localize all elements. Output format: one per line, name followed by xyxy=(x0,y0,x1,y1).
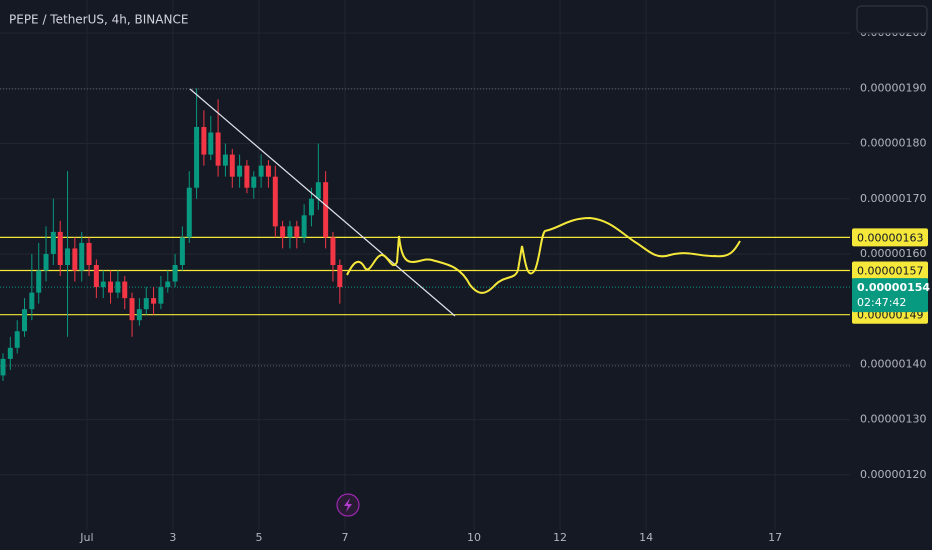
candle-body xyxy=(165,281,171,288)
grid xyxy=(0,0,850,530)
candle-body xyxy=(43,253,49,271)
candle-body xyxy=(22,309,28,332)
y-tick-label: 0.00000120 xyxy=(860,468,926,481)
candle-body xyxy=(244,165,250,188)
axis-labels: 0.00000120 0.00000130 0.00000140 0.00000160… xyxy=(79,26,930,544)
candle-body xyxy=(294,226,300,238)
candle-body xyxy=(323,182,329,238)
candle-body xyxy=(258,165,264,177)
candle-body xyxy=(72,248,78,271)
candle-body xyxy=(100,281,106,288)
chart-title: PEPE / TetherUS, 4h, BINANCE xyxy=(9,13,188,27)
candle-body xyxy=(136,309,142,321)
candle-body xyxy=(36,270,42,293)
candle-body xyxy=(229,154,235,177)
candle-body xyxy=(194,126,200,188)
candle-body xyxy=(287,226,293,238)
candle-body xyxy=(201,126,207,155)
candle-body xyxy=(222,154,228,166)
candles xyxy=(0,88,343,381)
candle-body xyxy=(29,292,35,310)
candle-body xyxy=(57,231,63,265)
candle-body xyxy=(208,132,214,155)
candle-body xyxy=(108,281,114,293)
level-label-box xyxy=(852,261,928,280)
y-tick-label: 0.00000130 xyxy=(860,413,926,426)
time-axis xyxy=(0,530,850,550)
last-price-box xyxy=(852,278,928,313)
candle-body xyxy=(301,215,307,238)
candle-body xyxy=(158,287,164,304)
x-tick-label: Jul xyxy=(79,531,93,544)
candle-body xyxy=(237,165,243,177)
candle-body xyxy=(50,231,56,254)
y-tick-label: 0.00000170 xyxy=(860,192,926,205)
trend-line xyxy=(189,88,456,317)
candle-body xyxy=(93,265,99,288)
candle-body xyxy=(308,198,314,216)
candle-body xyxy=(129,298,135,321)
x-tick-label: 3 xyxy=(169,531,176,544)
y-tick-label: 0.00000140 xyxy=(860,357,926,370)
candle-body xyxy=(179,237,185,265)
x-tick-label: 12 xyxy=(553,531,567,544)
candle-body xyxy=(115,281,121,293)
candle-body xyxy=(86,242,92,265)
candle-body xyxy=(7,347,13,359)
candle-body xyxy=(0,358,6,376)
y-tick-label: 0.00000180 xyxy=(860,137,926,150)
x-tick-label: 14 xyxy=(639,531,653,544)
candle-body xyxy=(215,132,221,166)
candle-body xyxy=(272,176,278,227)
candle-body xyxy=(65,248,71,265)
projection-drawing xyxy=(346,216,741,294)
candle-body xyxy=(337,265,343,288)
x-tick-label: 7 xyxy=(341,531,348,544)
candle-body xyxy=(280,226,286,238)
candle-body xyxy=(172,265,178,282)
candle-body xyxy=(122,281,128,299)
y-tick-label: 0.00000190 xyxy=(860,81,926,94)
candle-body xyxy=(251,176,257,188)
candle-body xyxy=(143,298,149,310)
candle-body xyxy=(315,182,321,199)
toolbar-button[interactable] xyxy=(856,5,928,34)
x-tick-label: 10 xyxy=(467,531,481,544)
candle-body xyxy=(186,187,192,238)
lightning xyxy=(344,498,352,512)
candle-body xyxy=(14,331,20,348)
candle-body xyxy=(151,298,157,304)
candle-body xyxy=(265,165,271,177)
countdown-label: 02:47:42 xyxy=(857,296,906,309)
candle-body xyxy=(79,242,85,271)
x-tick-label: 17 xyxy=(768,531,782,544)
y-tick-label: 0.00000160 xyxy=(860,247,926,260)
level-label-box xyxy=(852,228,928,247)
x-tick-label: 5 xyxy=(255,531,262,544)
level-label: 0.00000163 xyxy=(857,231,923,244)
candle-body xyxy=(330,237,336,265)
last-price-label: 0.00000154 xyxy=(857,281,930,294)
level-label: 0.00000157 xyxy=(857,265,923,278)
